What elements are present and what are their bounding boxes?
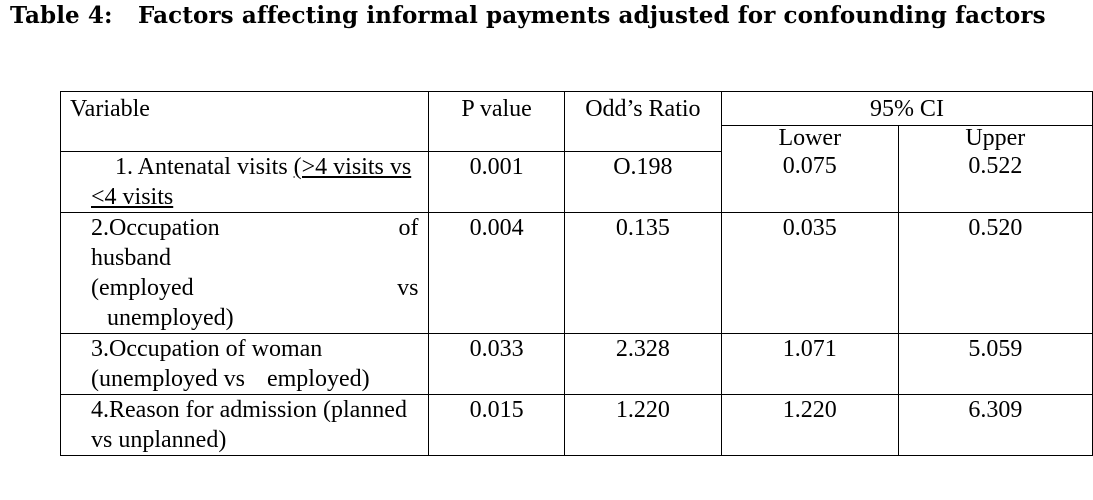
table-title: Factors affecting informal payments adju…	[138, 2, 1046, 29]
p-value-cell: 0.004	[428, 211, 565, 334]
odds-ratio-cell: 0.135	[563, 211, 722, 334]
variable-cell: 3.Occupation of woman (unemployed vs emp…	[59, 332, 430, 395]
odds-ratio-cell: 2.328	[563, 332, 722, 395]
ci-upper-cell: 5.059	[897, 332, 1093, 395]
table-number-label: Table 4:	[10, 2, 113, 29]
odds-ratio-cell: O.198	[563, 151, 722, 213]
table-row: 1. Antenatal visits (>4 visits vs <4 vis…	[59, 150, 1093, 213]
header-variable: Variable	[59, 91, 430, 152]
ci-lower-cell: 0.075	[720, 151, 899, 213]
variable-line: husband	[91, 244, 171, 271]
variable-line: (planned vs unplanned)	[91, 396, 407, 453]
table-row: 3.Occupation of woman (unemployed vs emp…	[59, 332, 1093, 395]
variable-line: (employed	[91, 274, 194, 301]
p-value-cell: 0.015	[428, 393, 565, 456]
header-upper: Upper	[897, 125, 1093, 151]
header-odds-ratio: Odd’s Ratio	[563, 91, 722, 152]
ci-lower-cell: 1.071	[720, 332, 899, 395]
header-p-value: P value	[428, 91, 565, 152]
ci-upper-cell: 6.309	[897, 393, 1093, 456]
results-table: Variable P value Odd’s Ratio 95% CI Lowe…	[59, 91, 1093, 456]
header-ci: 95% CI	[720, 91, 1093, 126]
variable-cell: 1. Antenatal visits (>4 visits vs <4 vis…	[59, 150, 430, 213]
variable-line: employed)	[266, 365, 370, 392]
ci-lower-cell: 1.220	[720, 393, 899, 456]
variable-line: of	[398, 214, 419, 241]
variable-line: 4.Reason for admission	[91, 396, 317, 423]
header-row: Variable P value Odd’s Ratio 95% CI	[59, 91, 1093, 152]
variable-cell: 2.Occupation of husband (employed vs une…	[59, 211, 430, 334]
table-caption: Table 4: Factors affecting informal payme…	[10, 2, 1046, 29]
table-row: 4.Reason for admission (planned vs unpla…	[59, 393, 1093, 456]
subheader-row: Lower Upper	[61, 125, 1093, 151]
p-value-cell: 0.033	[428, 332, 565, 395]
variable-cell: 4.Reason for admission (planned vs unpla…	[59, 393, 430, 456]
p-value-cell: 0.001	[428, 151, 565, 213]
odds-ratio-cell: 1.220	[563, 393, 722, 456]
variable-line: 3.Occupation of woman	[91, 335, 323, 362]
header-lower: Lower	[720, 125, 899, 151]
table-row: 2.Occupation of husband (employed vs une…	[59, 211, 1093, 334]
variable-line: (>4 visits vs <4 visits	[91, 153, 412, 210]
ci-upper-cell: 0.520	[897, 211, 1093, 334]
variable-line: unemployed)	[107, 304, 234, 331]
variable-line: 1. Antenatal visits	[115, 153, 288, 180]
ci-lower-cell: 0.035	[720, 211, 899, 334]
variable-line: 2.Occupation	[91, 214, 220, 241]
variable-line: (unemployed vs	[91, 365, 245, 392]
ci-upper-cell: 0.522	[897, 151, 1093, 213]
variable-line: vs	[397, 274, 419, 301]
